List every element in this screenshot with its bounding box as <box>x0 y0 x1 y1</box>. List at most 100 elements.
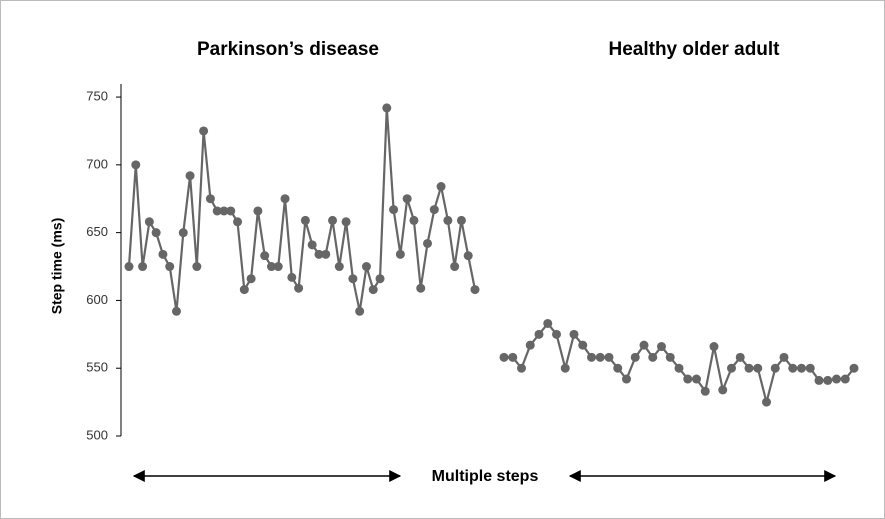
data-point <box>569 329 579 339</box>
data-point <box>823 375 833 385</box>
data-point <box>463 251 473 261</box>
data-point <box>648 352 658 362</box>
data-point <box>409 215 419 225</box>
data-point <box>382 103 392 113</box>
annotation: Multiple steps <box>432 468 539 485</box>
data-point <box>355 306 365 316</box>
data-point <box>375 274 385 284</box>
data-point <box>321 249 331 259</box>
data-point <box>389 205 399 215</box>
data-point <box>253 206 263 216</box>
data-point <box>314 249 324 259</box>
data-point <box>233 217 243 227</box>
data-point <box>762 397 771 407</box>
data-point <box>753 363 763 373</box>
data-point <box>246 274 256 284</box>
data-point <box>604 352 614 362</box>
data-point <box>560 363 570 373</box>
data-point <box>239 285 249 295</box>
y-tick-label: 750 <box>86 88 108 103</box>
data-point <box>840 374 850 384</box>
data-point <box>185 171 195 181</box>
y-axis-label: Step time (ms) <box>49 218 65 314</box>
data-point <box>205 194 215 204</box>
data-point <box>595 352 605 362</box>
data-point <box>450 262 460 272</box>
panel-title: Healthy older adult <box>608 39 780 60</box>
data-point <box>443 215 453 225</box>
data-point <box>517 363 526 373</box>
data-point <box>199 126 209 136</box>
panel-title: Parkinson’s disease <box>197 39 379 60</box>
data-point <box>192 262 202 272</box>
data-point <box>779 352 789 362</box>
data-point <box>805 363 815 373</box>
data-point <box>587 352 596 362</box>
y-tick-label: 600 <box>86 292 108 307</box>
data-point <box>138 262 148 272</box>
data-point <box>622 374 631 384</box>
data-point <box>797 363 806 373</box>
data-point <box>700 386 710 396</box>
series-line <box>127 107 477 312</box>
data-point <box>674 363 684 373</box>
data-point <box>260 251 270 261</box>
data-point <box>436 182 446 192</box>
data-point <box>158 249 168 259</box>
data-point <box>508 352 518 362</box>
data-point <box>456 215 466 225</box>
data-point <box>178 228 188 238</box>
data-point <box>657 342 666 352</box>
data-point <box>334 262 344 272</box>
data-point <box>124 262 134 272</box>
data-point <box>273 262 283 272</box>
data-point <box>499 352 509 362</box>
y-tick-label: 700 <box>86 156 108 171</box>
data-point <box>131 160 141 170</box>
data-point <box>552 329 561 339</box>
data-point <box>144 217 154 227</box>
data-point <box>832 374 841 384</box>
data-point <box>328 215 338 225</box>
y-tick-label: 650 <box>86 224 108 239</box>
data-point <box>361 262 371 272</box>
data-point <box>429 205 439 215</box>
data-point <box>287 272 297 282</box>
data-point <box>665 352 675 362</box>
data-point <box>718 385 728 395</box>
data-point <box>416 283 426 293</box>
data-point <box>280 194 290 204</box>
data-point <box>226 206 236 216</box>
data-point <box>692 374 701 384</box>
data-point <box>402 194 412 204</box>
data-point <box>770 363 780 373</box>
data-point <box>578 340 588 350</box>
data-point <box>151 228 161 238</box>
data-point <box>735 352 745 362</box>
data-point <box>165 262 175 272</box>
data-point <box>307 240 317 250</box>
data-point <box>525 340 535 350</box>
data-point <box>709 342 719 352</box>
data-point <box>300 215 310 225</box>
data-point <box>266 262 276 272</box>
data-point <box>639 340 649 350</box>
y-tick-label: 500 <box>86 427 108 442</box>
data-point <box>543 318 553 328</box>
data-point <box>814 375 824 385</box>
data-point <box>212 206 222 216</box>
data-point <box>368 285 378 295</box>
data-point <box>395 249 405 259</box>
data-point <box>744 363 754 373</box>
data-point <box>630 352 640 362</box>
data-point <box>613 363 623 373</box>
data-point <box>219 206 229 216</box>
data-point <box>727 363 736 373</box>
data-point <box>849 363 859 373</box>
data-point <box>683 374 693 384</box>
data-point <box>534 329 544 339</box>
data-point <box>423 238 433 248</box>
data-point <box>341 217 351 227</box>
